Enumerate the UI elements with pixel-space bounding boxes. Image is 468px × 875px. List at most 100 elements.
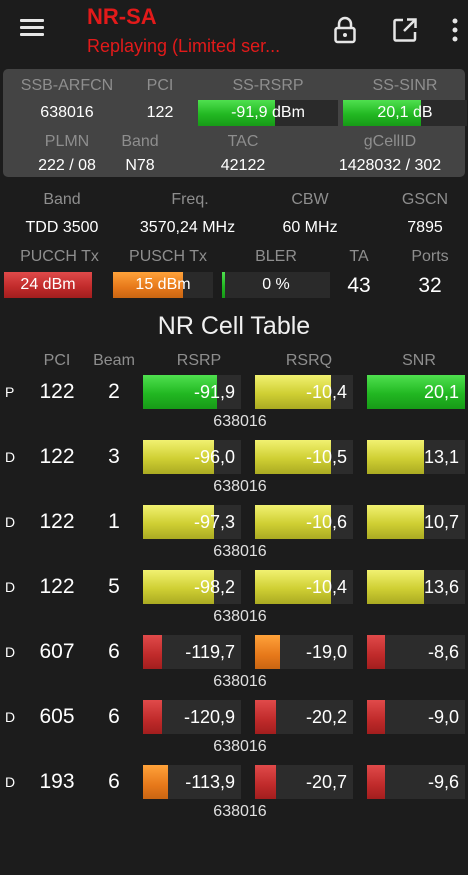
ss-sinr-label: SS-SINR [372, 77, 438, 94]
row-rsrp-fill [143, 375, 217, 409]
row-snr-bar: 13,1 [367, 440, 465, 474]
row-cell-type: D [5, 774, 16, 790]
ss-rsrp-fill [198, 100, 275, 126]
row-snr-fill [367, 700, 385, 734]
plmn-label: PLMN [44, 133, 90, 150]
row-pci: 122 [39, 575, 75, 598]
row-snr-bar: 10,7 [367, 505, 465, 539]
row-snr-bar: 20,1 [367, 375, 465, 409]
row-snr-value: 20,1 [423, 382, 459, 402]
cbw-label: CBW [291, 191, 329, 208]
pucch-label: PUCCH Tx [20, 248, 99, 265]
ports-label: Ports [411, 248, 449, 265]
menu-icon[interactable] [20, 17, 46, 39]
bler-fill [222, 272, 226, 298]
plmn-value: 222 / 08 [38, 157, 96, 174]
row-arfcn: 638016 [213, 478, 267, 495]
pusch-value: 15 dBm [135, 276, 191, 293]
row-rsrq-fill [255, 700, 276, 734]
ss-rsrp-value: -91,9 dBm [231, 104, 305, 121]
row-rsrp-value: -97,3 [193, 512, 235, 532]
row-cell-type: P [5, 384, 15, 400]
row-rsrq-bar: -19,0 [255, 635, 353, 669]
row-snr-bar: 13,6 [367, 570, 465, 604]
ss-sinr-bar: 20,1 dB [343, 100, 467, 126]
row-rsrp-bar: -119,7 [143, 635, 241, 669]
col-header-rsrp: RSRP [176, 352, 222, 369]
ssb-arfcn-value: 638016 [40, 104, 94, 121]
row-rsrp-value: -98,2 [193, 577, 235, 597]
row-snr-value: 13,1 [423, 447, 459, 467]
row-rsrp-bar: -96,0 [143, 440, 241, 474]
pucch-value: 24 dBm [20, 276, 76, 293]
row-rsrp-value: -113,9 [185, 772, 235, 792]
row-rsrq-value: -19,0 [305, 642, 347, 662]
row-rsrp-value: -119,7 [185, 642, 235, 662]
ss-sinr-fill [343, 100, 422, 126]
row-cell-type: D [5, 514, 16, 530]
freq-label: Freq. [171, 191, 209, 208]
row-rsrp-bar: -97,3 [143, 505, 241, 539]
row-pci: 605 [39, 705, 75, 728]
bler-label: BLER [255, 248, 297, 265]
col-header-beam: Beam [93, 352, 135, 369]
row-snr-fill [367, 505, 424, 539]
page-title: NR-SA [87, 4, 157, 29]
row-rsrp-bar: -120,9 [143, 700, 241, 734]
row-snr-fill [367, 635, 385, 669]
row-rsrq-fill [255, 765, 276, 799]
row-rsrq-bar: -10,6 [255, 505, 353, 539]
row-rsrq-bar: -10,5 [255, 440, 353, 474]
pci-value: 122 [146, 104, 174, 121]
row-rsrp-fill [143, 440, 214, 474]
row-rsrp-bar: -98,2 [143, 570, 241, 604]
tac-value: 42122 [220, 157, 266, 174]
col-header-snr: SNR [402, 352, 436, 369]
row-pci: 122 [39, 445, 75, 468]
row-pci: 607 [39, 640, 75, 663]
row-cell-type: D [5, 449, 16, 465]
row-arfcn: 638016 [213, 673, 267, 690]
row-rsrp-bar: -113,9 [143, 765, 241, 799]
row-rsrq-fill [255, 570, 332, 604]
row-arfcn: 638016 [213, 413, 267, 430]
pusch-label: PUSCH Tx [129, 248, 207, 265]
more-vert-icon[interactable] [450, 18, 460, 47]
carrier-band-label: Band [43, 191, 81, 208]
row-snr-bar: -8,6 [367, 635, 465, 669]
row-rsrp-value: -120,9 [183, 707, 235, 727]
row-rsrq-value: -10,6 [305, 512, 347, 532]
pucch-bar: 24 dBm [4, 272, 92, 298]
pucch-fill [4, 272, 92, 298]
pci-label: PCI [146, 77, 174, 94]
row-snr-value: -9,6 [427, 772, 459, 792]
band-value-ssb: N78 [125, 157, 155, 174]
row-rsrq-fill [255, 440, 332, 474]
row-rsrp-value: -91,9 [193, 382, 235, 402]
ports-value: 32 [418, 274, 442, 297]
open-external-icon[interactable] [392, 17, 418, 48]
band-label-ssb: Band [121, 133, 159, 150]
row-snr-value: -9,0 [427, 707, 459, 727]
row-rsrp-bar: -91,9 [143, 375, 241, 409]
row-beam: 6 [108, 705, 120, 728]
app-toolbar: NR-SA Replaying (Limited ser... [0, 0, 468, 64]
row-rsrq-value: -10,4 [305, 577, 347, 597]
row-snr-fill [367, 375, 465, 409]
row-arfcn: 638016 [213, 543, 267, 560]
row-rsrp-fill [143, 700, 162, 734]
row-rsrq-fill [255, 375, 332, 409]
ss-rsrp-bar: -91,9 dBm [198, 100, 338, 126]
carrier-band-value: TDD 3500 [25, 219, 99, 236]
col-header-rsrq: RSRQ [285, 352, 333, 369]
row-rsrq-fill [255, 635, 280, 669]
row-rsrp-fill [143, 635, 162, 669]
row-beam: 3 [108, 445, 120, 468]
ssb-arfcn-label: SSB-ARFCN [20, 77, 114, 94]
row-beam: 2 [108, 380, 120, 403]
lock-icon[interactable] [333, 16, 357, 49]
row-snr-bar: -9,0 [367, 700, 465, 734]
row-arfcn: 638016 [213, 803, 267, 820]
cell-table-title: NR Cell Table [157, 312, 311, 340]
row-cell-type: D [5, 579, 16, 595]
